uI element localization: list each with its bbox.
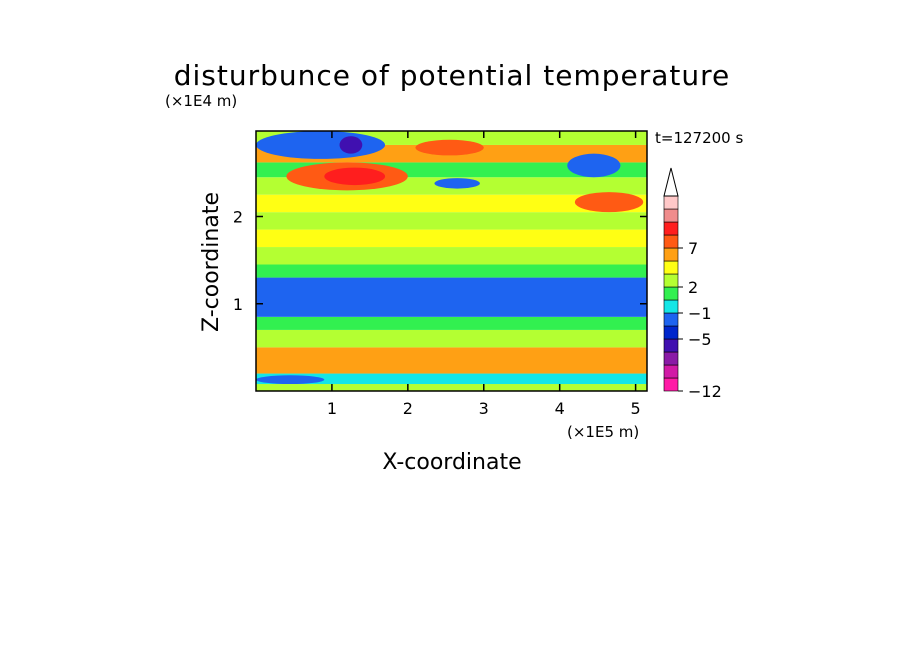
colorbar-swatch <box>663 377 679 392</box>
field-feature-upper-left-cold-core <box>255 131 386 159</box>
contour-field <box>255 131 647 391</box>
colorbar-swatch <box>663 338 679 353</box>
x-tick-label: 1 <box>327 399 337 418</box>
x-tick-label: 2 <box>403 399 413 418</box>
colorbar-swatch <box>663 247 679 262</box>
field-band <box>256 194 647 213</box>
field-band <box>256 212 647 230</box>
field-band <box>256 247 647 265</box>
colorbar-swatch <box>663 286 679 301</box>
colorbar-swatch <box>663 260 679 275</box>
field-band <box>256 384 647 391</box>
x-tick-label: 3 <box>479 399 489 418</box>
colorbar-swatch <box>663 364 679 379</box>
colorbar-swatch <box>663 234 679 249</box>
plot-frame <box>255 130 648 392</box>
x-axis-label: X-coordinate <box>382 450 521 475</box>
colorbar-swatch <box>663 312 679 327</box>
colorbar-label: 7 <box>688 239 698 258</box>
field-feature-cold-patch-right <box>567 153 621 178</box>
field-band <box>256 373 647 385</box>
colorbar-label: −12 <box>688 382 722 401</box>
field-feature-warm-max-center <box>415 139 484 156</box>
colorbar-swatch <box>663 195 679 210</box>
x-tick-label: 4 <box>555 399 565 418</box>
colorbar-swatch <box>663 221 679 236</box>
colorbar-label: −5 <box>688 330 712 349</box>
field-band <box>256 347 647 374</box>
y-tick-label: 2 <box>233 208 243 227</box>
x-unit-label: (×1E5 m) <box>567 423 639 441</box>
colorbar: 7 2 −1 −5 −12 <box>663 167 722 401</box>
field-band <box>256 316 647 330</box>
field-band <box>256 264 647 278</box>
x-tick-label: 5 <box>631 399 641 418</box>
x-axis: 1 2 3 4 5 <box>327 131 641 418</box>
y-unit-label: (×1E4 m) <box>165 92 237 110</box>
field-feature-warm-max-left <box>324 167 386 186</box>
time-label: t=127200 s <box>655 129 743 147</box>
y-axis-label: Z-coordinate <box>199 192 224 332</box>
field-feature-upper-left-purple-spot <box>339 136 363 154</box>
y-axis: 12 <box>233 208 647 314</box>
field-band <box>256 329 647 348</box>
field-band <box>256 277 647 317</box>
field-feature-cold-patch-center <box>434 178 480 189</box>
colorbar-swatch <box>663 325 679 340</box>
y-tick-label: 1 <box>233 295 243 314</box>
colorbar-label: −1 <box>688 304 712 323</box>
colorbar-swatch <box>663 351 679 366</box>
chart-title: disturbunce of potential temperature <box>174 59 731 92</box>
field-band <box>256 229 647 248</box>
colorbar-swatch <box>663 299 679 314</box>
colorbar-swatch <box>663 208 679 223</box>
colorbar-swatch <box>663 273 679 288</box>
colorbar-extend-arrow <box>663 167 679 197</box>
field-feature-warm-right <box>574 192 644 213</box>
colorbar-label: 2 <box>688 278 698 297</box>
field-feature-cold-low-left <box>256 375 325 385</box>
